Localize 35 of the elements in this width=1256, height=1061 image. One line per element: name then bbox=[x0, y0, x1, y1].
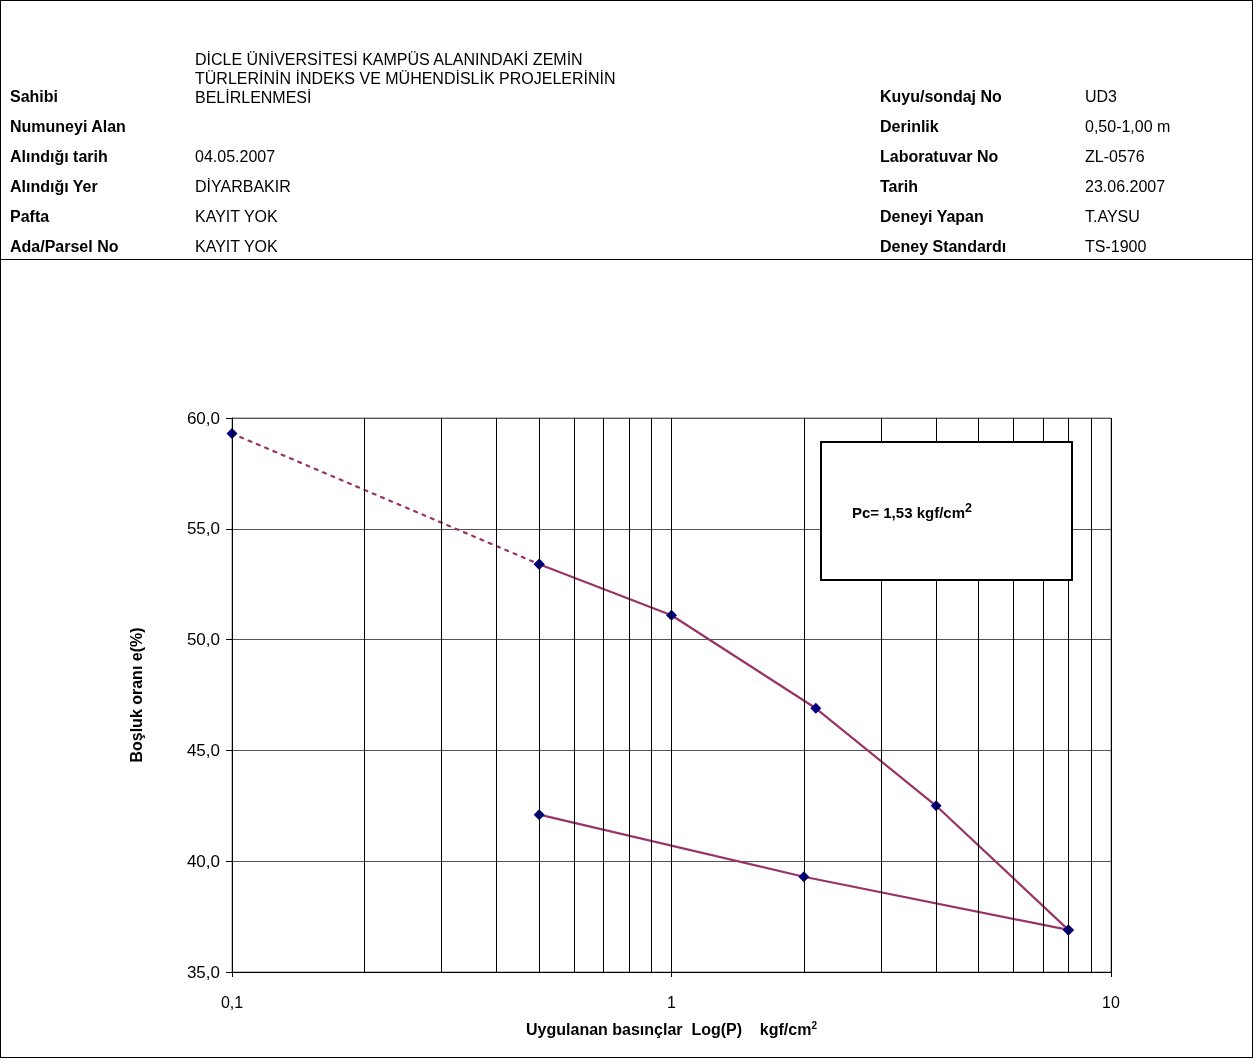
text: 0,50-1,00 m bbox=[1085, 118, 1171, 136]
text: 23.06.2007 bbox=[1085, 178, 1166, 196]
text: Laboratuvar No bbox=[880, 148, 999, 166]
text: KAYIT YOK bbox=[195, 238, 278, 256]
y-tick-label: 60,0 bbox=[186, 408, 220, 428]
text: DİCLE ÜNİVERSİTESİ KAMPÜS ALANINDAKİ ZEMİN TÜRLERİNİN İNDEKS VE MÜHENDİSLİK PROJELERİNİN BELİRLENMESİ bbox=[195, 50, 617, 107]
text: ZL-0576 bbox=[1085, 148, 1145, 166]
y-tick-label: 55,0 bbox=[186, 519, 220, 539]
text: Numuneyi Alan bbox=[10, 118, 126, 136]
annotation: Pc= 1,53 kgf/cm$^{2}$ bbox=[852, 501, 972, 521]
text: T.AYSU bbox=[1085, 208, 1140, 226]
text: Alındığı Yer bbox=[10, 178, 98, 196]
text: UD3 bbox=[1085, 88, 1118, 106]
y-tick-label: 40,0 bbox=[186, 851, 220, 871]
note-box: Pc= 1,53 kgf/cm$^{2}$ bbox=[820, 441, 1073, 581]
text: Alındığı tarih bbox=[10, 148, 108, 166]
x-tick-label: 1 bbox=[667, 993, 677, 1011]
text: Deneyi Yapan bbox=[880, 208, 984, 226]
text: TS-1900 bbox=[1085, 238, 1147, 256]
text: Deney Standardı bbox=[880, 238, 1007, 256]
y-tick-label: 50,0 bbox=[186, 630, 220, 650]
y-tick-label: 45,0 bbox=[186, 740, 220, 760]
x-tick-label: 10 bbox=[1102, 993, 1120, 1011]
x-tick-label: 0,1 bbox=[220, 993, 244, 1011]
text: Pafta bbox=[10, 208, 50, 226]
text: Kuyu/sondaj No bbox=[880, 88, 1002, 106]
text: Sahibi bbox=[10, 88, 59, 106]
text: KAYIT YOK bbox=[195, 208, 278, 226]
text: DİYARBAKIR bbox=[195, 178, 291, 196]
y-axis-title: Boşluk oranı e(%) bbox=[127, 627, 145, 763]
text: 04.05.2007 bbox=[195, 148, 276, 166]
text: Tarih bbox=[880, 178, 918, 196]
text: Ada/Parsel No bbox=[10, 238, 119, 256]
text: Derinlik bbox=[880, 118, 939, 136]
y-tick-label: 35,0 bbox=[186, 962, 220, 982]
